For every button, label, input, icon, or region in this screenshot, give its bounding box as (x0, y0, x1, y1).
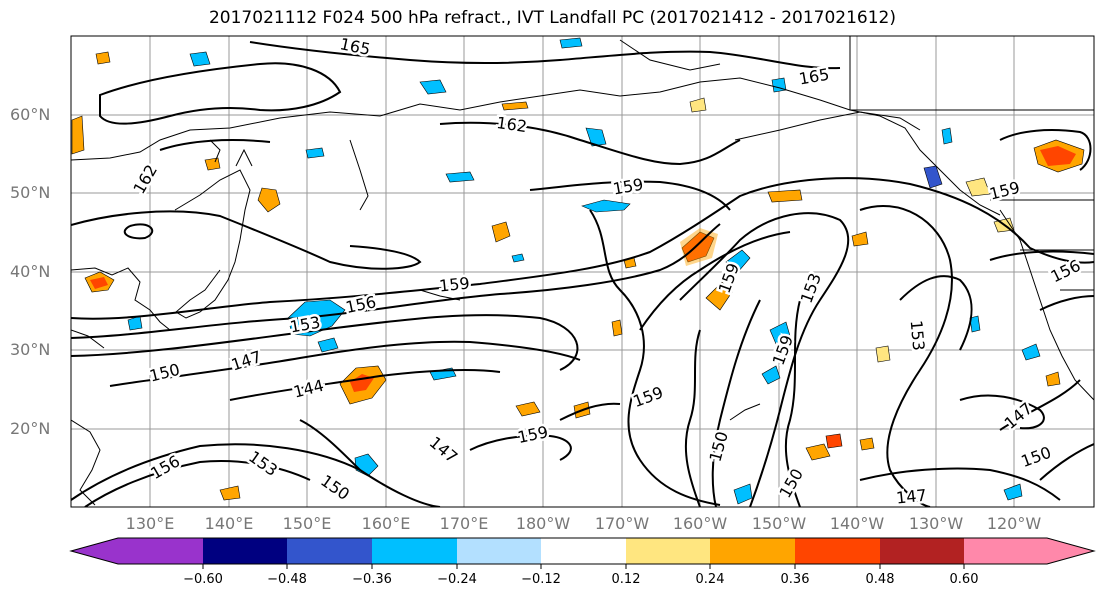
colorbar-swatch (457, 538, 541, 564)
colorbar-swatch (710, 538, 795, 564)
lat-label: 30°N (10, 340, 51, 359)
colorbar-swatch (964, 538, 1047, 564)
colorbar (69, 537, 1096, 569)
colorbar-tick-label: −0.48 (267, 572, 307, 587)
contour-label: 147 (895, 485, 927, 507)
lat-label: 40°N (10, 262, 51, 281)
colorbar-tick-label: 0.36 (780, 572, 810, 587)
map-frame (70, 35, 1095, 508)
colorbar-swatch (372, 538, 457, 564)
colorbar-tick-label: −0.24 (437, 572, 477, 587)
colorbar-swatch (118, 538, 203, 564)
colorbar-swatch (795, 538, 880, 564)
colorbar-outline (69, 537, 1096, 565)
lon-label: 150°W (751, 514, 807, 533)
lon-label: 130°E (125, 514, 175, 533)
lon-label: 140°W (829, 514, 885, 533)
coastlines (71, 36, 1094, 506)
lon-label: 160°E (361, 514, 411, 533)
contour-label: 159 (438, 273, 470, 295)
colorbar-tick-label: 0.12 (611, 572, 641, 587)
lon-label: 140°E (204, 514, 254, 533)
lon-label: 130°W (908, 514, 964, 533)
lon-label: 170°E (439, 514, 489, 533)
lat-label: 50°N (10, 183, 51, 202)
colorbar-extend-low (71, 538, 118, 564)
contour-label: 153 (907, 319, 929, 351)
colorbar-tick-label: 0.60 (949, 572, 979, 587)
lon-label: 180°W (515, 514, 571, 533)
lon-label: 120°W (986, 514, 1042, 533)
lon-label: 170°W (594, 514, 650, 533)
colorbar-swatch (287, 538, 372, 564)
colorbar-ticks (202, 564, 965, 569)
lat-label: 20°N (10, 419, 51, 438)
map-title: 2017021112 F024 500 hPa refract., IVT La… (208, 8, 896, 28)
colorbar-tick-label: 0.24 (695, 572, 725, 587)
colorbar-tick-label: −0.36 (352, 572, 392, 587)
colorbar-tick-label: −0.60 (183, 572, 223, 587)
colorbar-tick-label: 0.48 (865, 572, 895, 587)
colorbar-swatch (880, 538, 964, 564)
colorbar-swatch (203, 538, 287, 564)
lon-label: 160°W (672, 514, 728, 533)
lon-label: 150°E (282, 514, 332, 533)
colorbar-extend-high (1047, 538, 1094, 564)
colorbar-tick-label: −0.12 (521, 572, 561, 587)
colorbar-swatch (541, 538, 626, 564)
lat-label: 60°N (10, 105, 51, 124)
colorbar-swatch (626, 538, 710, 564)
refractivity-contours (71, 41, 1094, 507)
map-panel: 165 165 162 162 159 159 159 159 159 159 … (71, 36, 1094, 507)
